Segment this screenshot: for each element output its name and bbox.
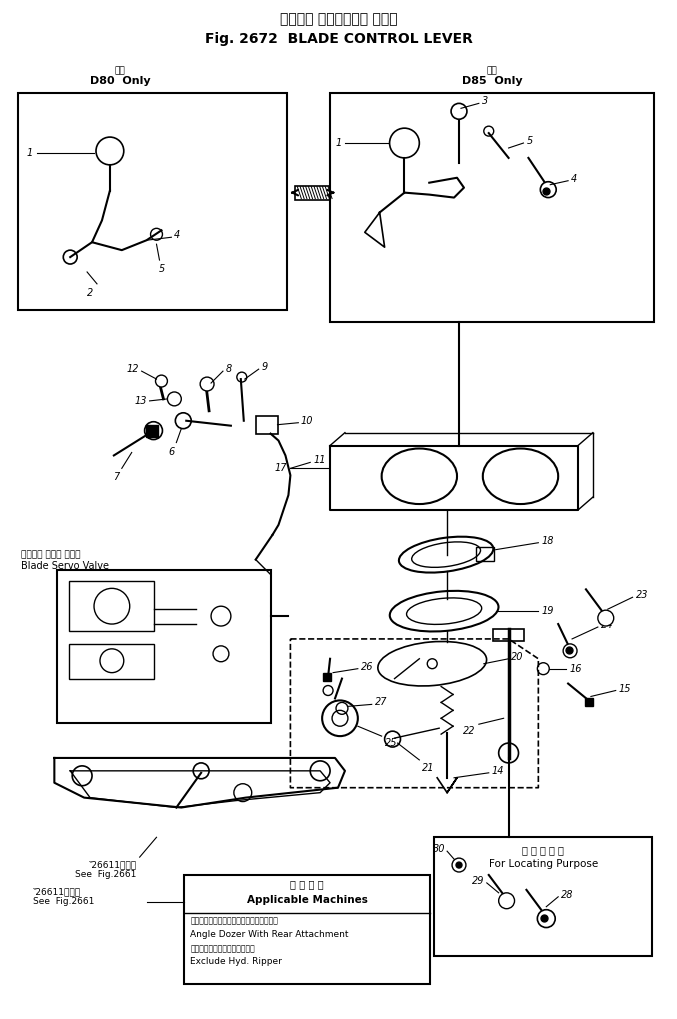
Text: 28: 28 bbox=[561, 890, 573, 900]
Circle shape bbox=[451, 103, 467, 119]
Bar bbox=[18, 94, 288, 310]
Bar bbox=[493, 629, 525, 641]
Text: アングルドーザ後方アタッチメント装備車: アングルドーザ後方アタッチメント装備車 bbox=[190, 917, 278, 925]
Text: 3: 3 bbox=[482, 97, 488, 106]
Text: 10: 10 bbox=[301, 416, 313, 426]
Text: D80  Only: D80 Only bbox=[90, 75, 150, 86]
Text: 1: 1 bbox=[26, 148, 32, 158]
Circle shape bbox=[156, 375, 167, 387]
Bar bbox=[330, 94, 655, 322]
Text: ‶26611図参照
See  Fig.2661: ‶26611図参照 See Fig.2661 bbox=[75, 860, 137, 879]
Text: 4: 4 bbox=[571, 173, 577, 183]
Text: 位 置 決 め 用: 位 置 決 め 用 bbox=[523, 845, 564, 855]
Text: 26: 26 bbox=[361, 661, 373, 672]
Text: Exclude Hyd. Ripper: Exclude Hyd. Ripper bbox=[190, 957, 282, 966]
Text: 7: 7 bbox=[114, 473, 120, 482]
Circle shape bbox=[538, 910, 555, 927]
Text: 29: 29 bbox=[473, 876, 485, 886]
Text: 21: 21 bbox=[422, 763, 435, 772]
Text: 9: 9 bbox=[261, 362, 268, 372]
Text: ハイドロリックリッパーは除く: ハイドロリックリッパーは除く bbox=[190, 945, 255, 954]
Text: 専用: 専用 bbox=[487, 66, 498, 75]
Text: 8: 8 bbox=[226, 364, 232, 374]
Text: 22: 22 bbox=[463, 727, 476, 736]
Text: 19: 19 bbox=[542, 606, 554, 616]
Circle shape bbox=[200, 377, 214, 391]
Circle shape bbox=[598, 610, 614, 626]
Circle shape bbox=[540, 181, 556, 198]
Bar bbox=[476, 546, 494, 560]
Text: 30: 30 bbox=[433, 844, 445, 854]
Text: 18: 18 bbox=[542, 536, 554, 546]
Text: 17: 17 bbox=[275, 464, 288, 474]
Text: Blade Servo Valve: Blade Servo Valve bbox=[20, 561, 108, 572]
Text: ブレード コントロール レバー: ブレード コントロール レバー bbox=[280, 12, 397, 26]
Text: 5: 5 bbox=[158, 264, 165, 274]
Text: 20: 20 bbox=[510, 652, 523, 661]
Text: 14: 14 bbox=[492, 766, 504, 775]
Text: 1: 1 bbox=[336, 138, 342, 148]
Text: 2: 2 bbox=[87, 287, 93, 298]
Circle shape bbox=[499, 893, 515, 909]
Circle shape bbox=[563, 644, 577, 658]
Bar bbox=[256, 416, 278, 434]
Text: 11: 11 bbox=[313, 455, 326, 466]
Text: ブレード サーボ バルブ: ブレード サーボ バルブ bbox=[20, 550, 80, 559]
Text: 15: 15 bbox=[619, 684, 631, 694]
Text: 25: 25 bbox=[385, 738, 397, 748]
Text: 16: 16 bbox=[569, 663, 582, 674]
Text: 13: 13 bbox=[134, 396, 147, 406]
Bar bbox=[69, 644, 154, 679]
Circle shape bbox=[456, 862, 462, 868]
Text: Applicable Machines: Applicable Machines bbox=[247, 895, 368, 905]
Text: ‶26611図参照
See  Fig.2661: ‶26611図参照 See Fig.2661 bbox=[32, 887, 94, 906]
Text: 24: 24 bbox=[600, 620, 613, 630]
Bar bbox=[295, 185, 330, 200]
Text: Angle Dozer With Rear Attachment: Angle Dozer With Rear Attachment bbox=[190, 929, 349, 938]
Text: 5: 5 bbox=[527, 137, 533, 146]
Text: 専用: 専用 bbox=[115, 66, 125, 75]
Bar bbox=[434, 838, 653, 956]
Text: For Locating Purpose: For Locating Purpose bbox=[489, 859, 598, 869]
Text: 23: 23 bbox=[636, 590, 648, 600]
Text: 6: 6 bbox=[168, 446, 175, 457]
Text: Fig. 2672  BLADE CONTROL LEVER: Fig. 2672 BLADE CONTROL LEVER bbox=[204, 32, 473, 46]
Bar bbox=[58, 570, 271, 723]
Bar bbox=[69, 582, 154, 631]
Text: 12: 12 bbox=[126, 364, 139, 374]
Text: D85  Only: D85 Only bbox=[462, 75, 523, 86]
Text: 27: 27 bbox=[374, 697, 387, 707]
Bar bbox=[184, 875, 431, 984]
Text: 4: 4 bbox=[173, 230, 179, 240]
Text: 適 用 機 種: 適 用 機 種 bbox=[290, 879, 324, 889]
